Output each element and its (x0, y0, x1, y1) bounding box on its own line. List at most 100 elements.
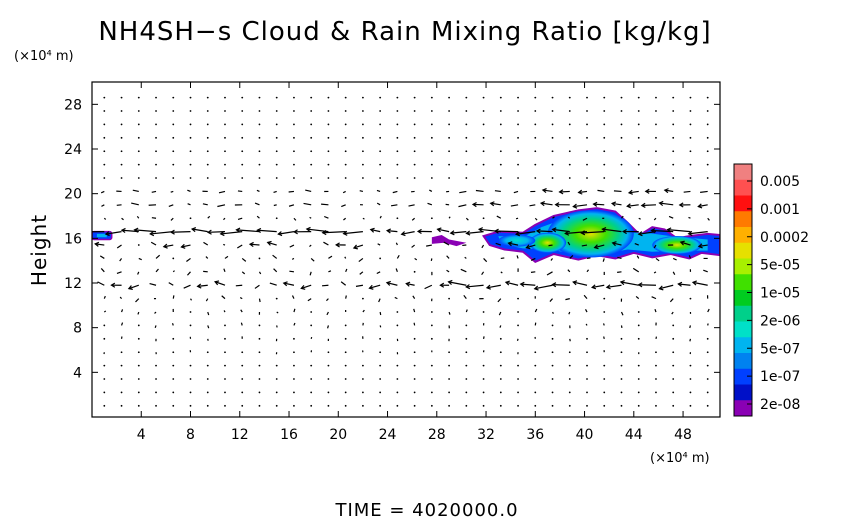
wind-vector (172, 270, 175, 273)
wind-vector (413, 364, 416, 367)
wind-vector (578, 190, 588, 194)
wind-vector (490, 202, 501, 206)
wind-vector (688, 231, 708, 235)
wind-vector (586, 364, 588, 367)
wind-vector (224, 404, 226, 407)
wind-vector (637, 150, 640, 153)
wind-vector (655, 391, 657, 394)
wind-vector-head (94, 241, 100, 247)
wind-vector (254, 202, 260, 206)
wind-vector (217, 204, 226, 208)
wind-vector (379, 123, 382, 126)
wind-vector (328, 270, 332, 273)
wind-vector (603, 150, 606, 153)
wind-vector (568, 123, 571, 126)
wind-vector (206, 123, 209, 126)
wind-vector (551, 96, 554, 99)
wind-vector (288, 190, 295, 193)
wind-vector (496, 215, 502, 219)
wind-vector (275, 217, 278, 220)
wind-vector (465, 110, 468, 112)
wind-vector (497, 298, 502, 303)
wind-vector (224, 255, 229, 259)
wind-vector (517, 404, 519, 407)
colorbar-label: 2e-08 (760, 397, 800, 413)
colorbar-swatch (734, 305, 752, 322)
wind-vector (672, 123, 675, 126)
wind-vector (620, 378, 623, 380)
wind-vector (310, 96, 313, 99)
wind-vector (342, 190, 346, 194)
wind-vector (482, 177, 485, 179)
plot-frame (91, 81, 721, 418)
wind-vector (498, 311, 502, 316)
wind-vector (103, 123, 106, 126)
wind-vector (465, 123, 468, 126)
colorbar-swatch (734, 353, 752, 370)
wind-vector (155, 123, 157, 126)
wind-vector-head (369, 227, 375, 233)
wind-vector (137, 123, 140, 126)
wind-vector (189, 391, 192, 394)
wind-vector (241, 177, 244, 179)
wind-vector (120, 110, 123, 112)
wind-vector (465, 136, 468, 139)
wind-vector (310, 257, 315, 262)
wind-vector (343, 231, 363, 235)
wind-vector (390, 204, 398, 207)
y-axis-unit: (×10⁴ m) (14, 49, 74, 64)
wind-vector (275, 378, 278, 380)
wind-vector (499, 177, 502, 179)
wind-vector (155, 254, 161, 259)
wind-vector (327, 96, 330, 99)
wind-vector (256, 189, 260, 192)
wind-vector (379, 325, 382, 328)
colorbar-label: 1e-07 (760, 369, 800, 385)
wind-vector (517, 364, 519, 367)
wind-vector (103, 110, 106, 112)
wind-vector (551, 150, 554, 153)
wind-vector (181, 244, 191, 248)
wind-vector (273, 204, 277, 207)
x-tick-label: 32 (477, 427, 495, 443)
wind-vector (430, 258, 433, 262)
wind-vector (189, 364, 192, 367)
wind-vector (369, 284, 381, 289)
wind-vector (568, 378, 571, 380)
wind-vector (552, 284, 570, 286)
wind-vector (206, 177, 209, 179)
wind-vector (672, 404, 675, 407)
wind-vector (186, 257, 191, 262)
wind-vector (499, 378, 502, 380)
wind-vector (534, 391, 537, 394)
wind-vector-head (293, 229, 298, 235)
wind-vector (551, 123, 554, 126)
wind-vector (448, 297, 450, 300)
wind-vector (103, 150, 106, 153)
wind-vector (321, 203, 329, 206)
wind-vector-head (385, 280, 391, 286)
wind-vector (465, 378, 468, 380)
wind-vector (135, 298, 140, 303)
wind-vector (154, 325, 157, 328)
wind-vector (465, 351, 468, 354)
wind-vector (326, 298, 329, 302)
wind-vector-head (504, 280, 510, 286)
wind-vector (137, 177, 140, 179)
wind-vector (620, 281, 639, 286)
wind-vector (430, 217, 433, 220)
cloud-field (92, 207, 720, 263)
wind-vector (689, 378, 692, 380)
wind-vector (206, 96, 209, 99)
wind-vector (637, 96, 640, 99)
wind-vector-head (266, 240, 272, 246)
wind-vector (620, 404, 623, 407)
wind-vector-head (206, 229, 212, 235)
wind-vector (602, 323, 605, 326)
wind-vector (637, 391, 640, 394)
wind-vector (275, 110, 278, 112)
wind-vector (689, 338, 692, 342)
wind-vector-head (678, 202, 684, 208)
wind-vector (362, 123, 364, 126)
y-tick-label: 20 (64, 187, 82, 203)
